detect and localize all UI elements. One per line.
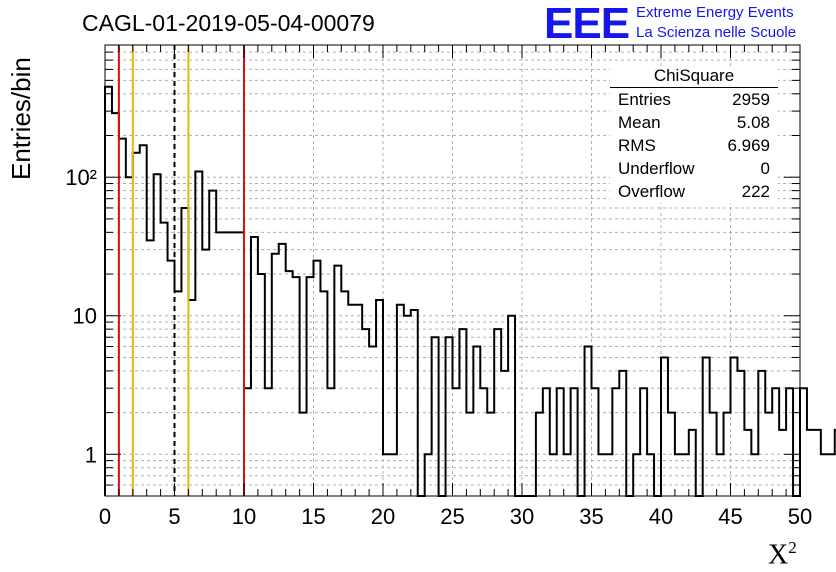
stats-title: ChiSquare <box>610 66 778 88</box>
x-tick-label: 0 <box>99 504 111 529</box>
stats-label: RMS <box>618 136 656 155</box>
x-tick-label: 35 <box>579 504 603 529</box>
stats-label: Mean <box>618 113 661 132</box>
stats-box: ChiSquare Entries 2959 Mean 5.08 RMS 6.969 … <box>610 66 778 203</box>
stats-label: Overflow <box>618 182 686 201</box>
x-tick-label: 40 <box>649 504 673 529</box>
stats-value: 2959 <box>732 90 770 109</box>
stats-row-mean: Mean 5.08 <box>610 111 778 134</box>
x-tick-label: 30 <box>510 504 534 529</box>
x-tick-label: 15 <box>301 504 325 529</box>
stats-row-rms: RMS 6.969 <box>610 134 778 157</box>
logo-line-1: Extreme Energy Events <box>636 4 794 21</box>
x-tick-label: 20 <box>371 504 395 529</box>
x-tick-label: 10 <box>232 504 256 529</box>
x-axis-label: X2 <box>768 538 797 571</box>
x-tick-label: 25 <box>440 504 464 529</box>
y-axis-label: Entries/bin <box>6 57 36 180</box>
histogram-outline <box>104 85 836 497</box>
stats-label: Entries <box>618 90 671 109</box>
logo-mark: EEE <box>544 0 630 48</box>
stats-row-overflow: Overflow 222 <box>610 180 778 203</box>
y-tick-label: 1 <box>85 442 97 467</box>
logo-line-2: La Scienza nelle Scuole <box>636 24 797 41</box>
stats-row-underflow: Underflow 0 <box>610 157 778 180</box>
plot-title: CAGL-01-2019-05-04-00079 <box>82 10 375 36</box>
y-tick-label: 10² <box>65 165 97 190</box>
stats-value: 5.08 <box>736 113 770 132</box>
x-tick-label: 5 <box>168 504 180 529</box>
stats-value: 222 <box>741 182 770 201</box>
stats-label: Underflow <box>618 159 695 178</box>
stats-value: 0 <box>760 159 770 178</box>
y-tick-label: 10 <box>73 304 97 329</box>
x-tick-label: 50 <box>788 504 812 529</box>
x-tick-label: 45 <box>718 504 742 529</box>
stats-value: 6.969 <box>727 136 770 155</box>
stats-row-entries: Entries 2959 <box>610 88 778 111</box>
